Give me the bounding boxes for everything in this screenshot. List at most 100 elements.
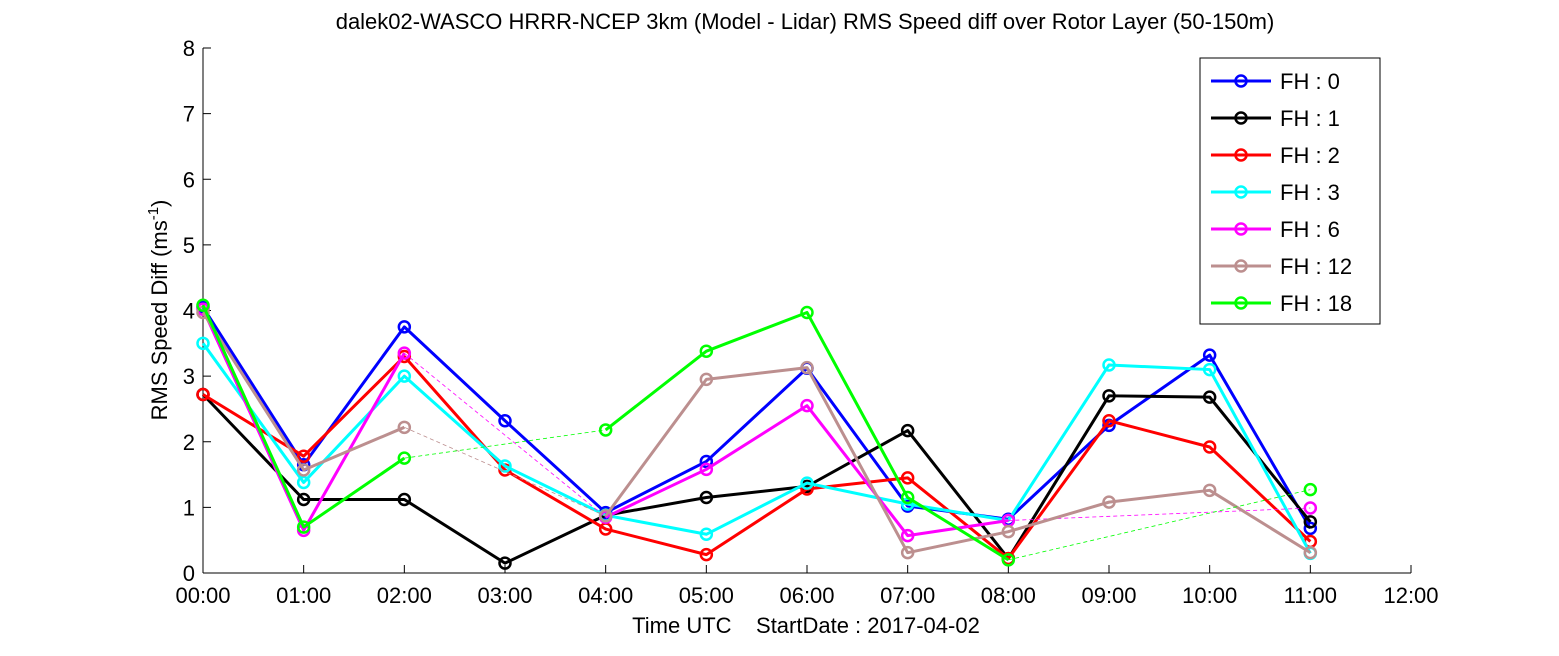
data-point — [296, 520, 311, 534]
data-point — [1303, 545, 1318, 560]
data-point — [1202, 362, 1217, 377]
x-tick-label: 04:00 — [578, 583, 633, 608]
legend-swatch-marker — [1234, 296, 1248, 310]
data-point — [1102, 414, 1116, 428]
y-tick-label: 6 — [183, 167, 195, 192]
legend-label: FH : 18 — [1280, 291, 1352, 316]
data-point — [498, 414, 512, 428]
data-point — [498, 459, 512, 473]
data-point — [397, 420, 412, 435]
data-point — [699, 547, 714, 562]
data-point — [1102, 358, 1116, 372]
legend-item: FH : 3 — [1211, 180, 1340, 205]
data-point — [296, 475, 311, 490]
legend-label: FH : 6 — [1280, 217, 1340, 242]
data-point — [1202, 483, 1217, 498]
x-tick-label: 00:00 — [175, 583, 230, 608]
data-point — [800, 305, 814, 320]
legend-item: FH : 1 — [1211, 106, 1340, 131]
y-axis-label-superscript: -1 — [145, 207, 162, 220]
data-point — [196, 336, 210, 351]
data-point — [296, 449, 311, 463]
data-point — [1303, 515, 1318, 529]
y-axis-label-main: RMS Speed Diff (ms — [147, 220, 172, 420]
x-tick-label: 10:00 — [1182, 583, 1237, 608]
series-line — [201, 393, 1312, 565]
data-point — [699, 490, 714, 505]
series-line — [201, 306, 1312, 530]
series-gap-connector — [1008, 489, 1311, 561]
series-gap-connector — [404, 426, 606, 517]
y-tick-label: 8 — [183, 36, 195, 61]
x-tick-label: 07:00 — [880, 583, 935, 608]
x-tick-label: 06:00 — [779, 583, 834, 608]
data-point — [900, 490, 915, 505]
y-axis-label-close: ) — [147, 200, 172, 207]
x-tick-label: 12:00 — [1383, 583, 1438, 608]
x-tick-label: 05:00 — [679, 583, 734, 608]
data-point — [1303, 501, 1318, 515]
x-tick-label: 11:00 — [1284, 583, 1337, 608]
legend-label: FH : 2 — [1280, 143, 1340, 168]
y-tick-label: 4 — [183, 299, 195, 324]
legend-swatch-marker — [1234, 185, 1248, 199]
series-group — [196, 302, 1318, 543]
series-line — [605, 404, 1009, 538]
series-line — [202, 354, 1312, 561]
series-line — [604, 310, 1010, 562]
data-point — [1001, 553, 1016, 567]
series-gap-connector — [404, 429, 606, 459]
data-point — [296, 492, 311, 507]
legend-swatch-marker — [1234, 259, 1248, 273]
legend-item: FH : 2 — [1211, 143, 1340, 168]
legend: FH : 0 FH : 1 FH : 2 FH : 3 FH : 6 FH : 12 FH … — [1199, 57, 1381, 325]
data-point — [900, 545, 915, 560]
data-point — [1303, 521, 1318, 536]
data-point — [800, 398, 814, 413]
data-point — [397, 451, 412, 465]
legend-label: FH : 12 — [1280, 254, 1352, 279]
legend-item: FH : 18 — [1211, 291, 1352, 316]
series-group — [196, 336, 1318, 561]
y-tick-label: 5 — [183, 233, 195, 258]
x-tick-label: 09:00 — [1081, 583, 1136, 608]
x-axis-ticks: 00:00 01:00 02:00 03:00 04:00 05:00 06:00 07:00… — [175, 565, 1439, 608]
legend-label: FH : 0 — [1280, 69, 1340, 94]
series-line — [201, 342, 1312, 555]
series-line — [201, 308, 406, 532]
legend-swatch-marker — [1234, 222, 1248, 236]
data-point — [699, 462, 714, 477]
data-point — [397, 492, 412, 507]
legend-item: FH : 12 — [1211, 254, 1352, 279]
series-group — [196, 305, 1318, 560]
data-point — [196, 387, 210, 402]
data-point — [1102, 495, 1116, 509]
legend-swatch-marker — [1234, 74, 1248, 88]
legend-label: FH : 3 — [1280, 180, 1340, 205]
series-line — [201, 304, 406, 529]
y-tick-label: 2 — [183, 430, 195, 455]
series-layer — [196, 298, 1318, 570]
x-tick-label: 01:00 — [276, 583, 331, 608]
data-point — [800, 476, 814, 490]
data-point — [1102, 389, 1116, 403]
series-line — [604, 366, 1312, 555]
data-point — [598, 509, 613, 523]
legend-swatch-marker — [1234, 111, 1248, 125]
data-point — [699, 344, 714, 358]
chart-title: dalek02-WASCO HRRR-NCEP 3km (Model - Lid… — [336, 9, 1275, 34]
data-point — [196, 298, 210, 312]
data-point — [800, 360, 814, 375]
series-gap-connector — [404, 352, 606, 518]
y-tick-label: 7 — [183, 102, 195, 127]
data-point — [397, 369, 412, 383]
x-axis-label: Time UTC StartDate : 2017-04-02 — [632, 613, 980, 638]
legend-label: FH : 1 — [1280, 106, 1340, 131]
data-point — [397, 320, 412, 334]
data-point — [1202, 440, 1217, 454]
data-point — [498, 556, 512, 570]
data-point — [1202, 390, 1217, 404]
y-tick-label: 3 — [183, 364, 195, 389]
legend-item: FH : 0 — [1211, 69, 1340, 94]
data-point — [699, 372, 714, 387]
